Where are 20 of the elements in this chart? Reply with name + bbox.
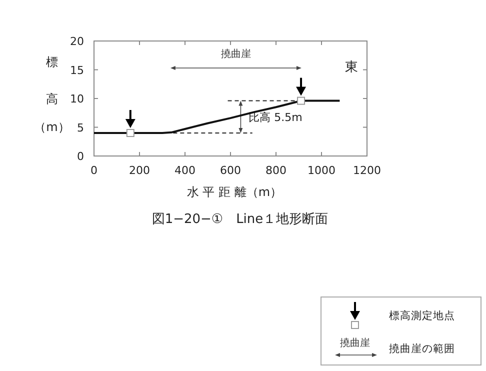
x-tick-label: 1200 (353, 164, 381, 177)
x-tick-label: 800 (266, 164, 286, 177)
text: 標高（m） (34, 55, 70, 134)
y-tick-label: 15 (70, 64, 84, 77)
x-tick-label: 0 (90, 164, 98, 177)
x-tick-label: 400 (174, 164, 196, 177)
y-tick-label: 20 (70, 35, 84, 48)
x-axis-title: 水 平 距 離（m） (186, 185, 282, 199)
y-tick-label: 0 (77, 150, 84, 163)
x-tick-label: 1000 (308, 164, 336, 177)
annotation: 撓曲崖 (220, 48, 251, 60)
text: 撓曲崖の範囲 (389, 342, 455, 355)
x-tick-label: 200 (129, 164, 150, 177)
annotation: 東 (345, 60, 358, 75)
y-tick-label: 10 (70, 92, 84, 106)
text: 撓曲崖 (340, 338, 370, 349)
caption: 図1−20−① Line１地形断面 (152, 212, 328, 227)
x-tick-label: 600 (220, 164, 241, 177)
text: 標高測定地点 (389, 309, 455, 322)
y-tick-label: 5 (77, 121, 84, 134)
